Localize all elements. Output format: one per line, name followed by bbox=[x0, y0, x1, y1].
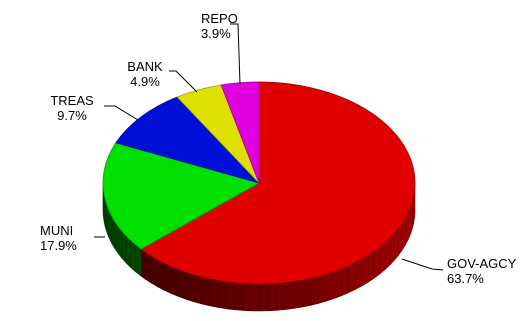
slice-label-repo: REPO bbox=[201, 11, 238, 26]
slice-label-bank: BANK bbox=[127, 59, 163, 74]
slice-label-treas: TREAS bbox=[50, 93, 94, 108]
slice-label-gov-agcy: GOV-AGCY bbox=[447, 256, 517, 271]
pie-slice-treas bbox=[115, 96, 261, 184]
slice-label-muni: MUNI bbox=[40, 223, 73, 238]
pie-slice-gov-agcy bbox=[140, 81, 416, 285]
leader-lines bbox=[94, 23, 444, 271]
slice-percent-gov-agcy: 63.7% bbox=[447, 271, 484, 286]
slice-percent-treas: 9.7% bbox=[57, 108, 87, 123]
leader-line-bank bbox=[169, 70, 198, 93]
pie-tops bbox=[102, 81, 416, 285]
leader-line-repo bbox=[230, 23, 241, 85]
slice-percent-repo: 3.9% bbox=[201, 26, 231, 41]
leader-line-gov-agcy bbox=[401, 258, 444, 271]
leader-line-treas bbox=[104, 105, 139, 121]
pie-slice-muni bbox=[102, 142, 261, 250]
slice-percent-muni: 17.9% bbox=[40, 238, 77, 253]
slice-percent-bank: 4.9% bbox=[130, 74, 160, 89]
